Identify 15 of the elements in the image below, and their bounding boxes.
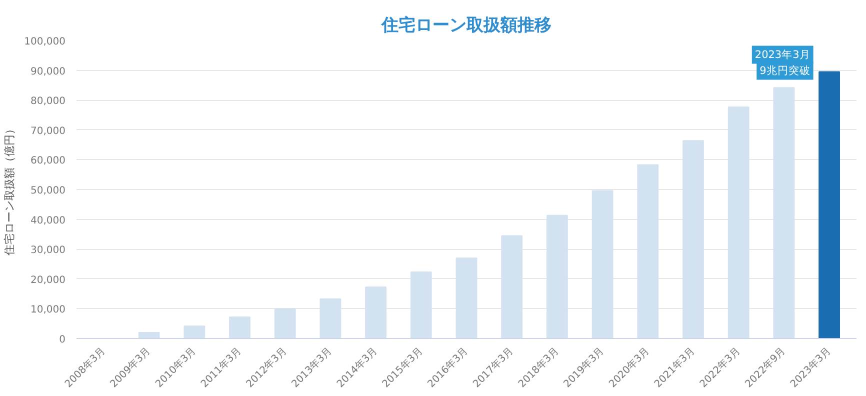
y-tick-label: 40,000 <box>30 215 66 226</box>
y-tick-label: 30,000 <box>30 245 66 256</box>
y-tick-label: 80,000 <box>30 96 66 108</box>
bar <box>818 71 840 338</box>
y-tick-label: 20,000 <box>30 274 66 286</box>
y-tick-label: 0 <box>59 334 66 346</box>
y-axis-title: 住宅ローン取扱額（億円） <box>3 124 16 256</box>
y-tick-label: 70,000 <box>30 126 66 137</box>
y-tick-label: 50,000 <box>30 186 66 196</box>
y-tick-label: 90,000 <box>30 66 66 78</box>
chart-title: 住宅ローン取扱額推移 <box>380 16 552 36</box>
y-tick-label: 100,000 <box>24 36 66 48</box>
y-tick-label: 10,000 <box>30 304 66 316</box>
annotation: 2023年3月 9兆円突破 <box>754 48 810 77</box>
y-tick-label: 60,000 <box>30 156 66 167</box>
